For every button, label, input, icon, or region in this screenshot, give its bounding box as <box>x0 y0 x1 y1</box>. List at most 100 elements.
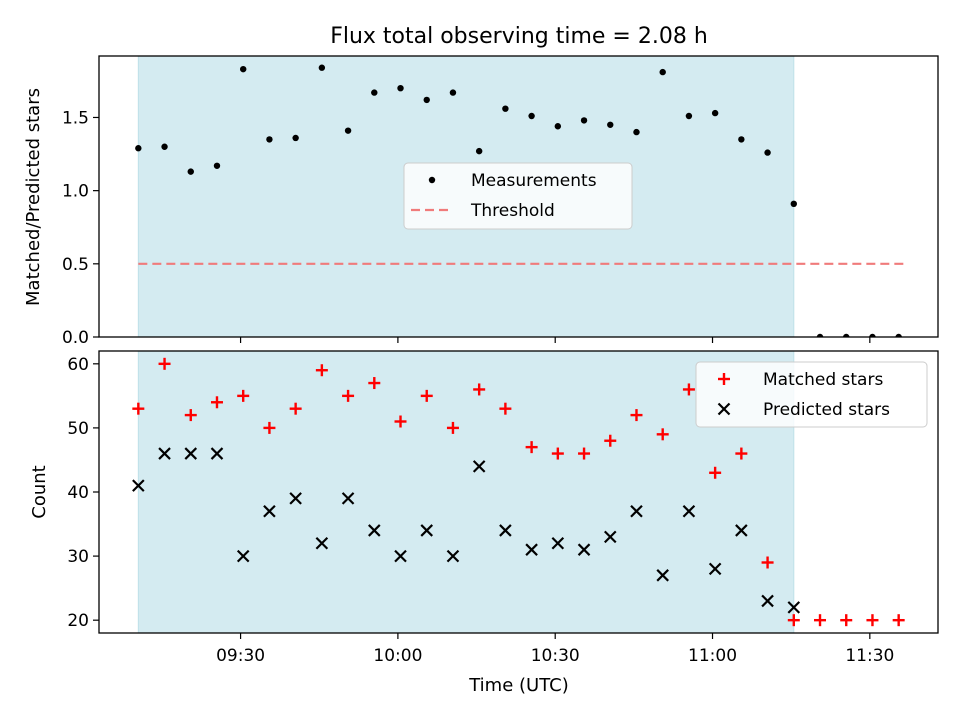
x-marker-b <box>577 543 591 556</box>
predicted-star-point <box>735 524 748 537</box>
matched-star-point <box>263 421 276 434</box>
x-marker-b <box>630 504 643 518</box>
x-tick-label: 11:00 <box>688 646 737 666</box>
legend: Measurements Threshold <box>403 162 633 230</box>
matched-star-point <box>446 421 459 434</box>
predicted-star-point <box>132 479 145 492</box>
measurement-point <box>764 149 771 156</box>
y-tick-label: 20 <box>67 611 89 631</box>
matched-star-point <box>840 614 853 627</box>
legend-box <box>695 361 928 428</box>
predicted-star-point <box>210 447 224 460</box>
legend-dot-marker <box>428 176 436 184</box>
matched-star-point <box>630 409 643 422</box>
predicted-star-point <box>289 492 302 505</box>
x-marker-b <box>499 524 512 537</box>
measurement-point <box>318 64 326 71</box>
matched-star-point <box>814 614 827 627</box>
x-tick-label: 09:30 <box>216 646 265 666</box>
predicted-star-point <box>551 536 565 550</box>
predicted-star-point <box>368 524 381 537</box>
measurement-point <box>240 65 247 73</box>
legend-label: Threshold <box>470 201 555 221</box>
predicted-star-point <box>708 562 722 576</box>
x-marker-b <box>184 447 198 460</box>
legend-x-marker-b <box>717 402 731 416</box>
y-axis-label-ratio: Matched/Predicted stars <box>23 88 44 306</box>
matched-star-point <box>761 556 774 569</box>
legend: Matched stars Predicted stars <box>695 361 928 428</box>
matched-star-point <box>499 402 512 415</box>
measurement-point <box>843 333 850 337</box>
y-tick-label: 1.0 <box>62 182 89 202</box>
measurement-point <box>895 333 902 337</box>
predicted-star-point <box>236 549 250 563</box>
x-marker-b <box>236 549 250 563</box>
predicted-star-point <box>472 460 486 473</box>
matched-star-point <box>342 389 355 402</box>
x-marker-b <box>158 447 171 460</box>
matched-star-point <box>709 466 722 479</box>
y-tick-label: 50 <box>67 419 89 439</box>
x-marker-b <box>472 460 486 473</box>
x-marker-b <box>787 601 801 614</box>
legend-label: Predicted stars <box>763 400 890 420</box>
measurement-point <box>187 168 194 175</box>
matched-star-point <box>315 364 328 377</box>
predicted-star-point <box>761 594 774 608</box>
x-marker-b <box>368 524 381 537</box>
measurement-point <box>528 112 535 120</box>
measurement-point <box>371 89 378 96</box>
x-marker-b <box>735 524 748 537</box>
matched-star-point <box>394 415 407 428</box>
x-tick-label: 10:30 <box>531 646 580 666</box>
matched-star-point <box>551 447 564 460</box>
x-marker-b <box>603 530 617 544</box>
measurement-point <box>607 121 614 128</box>
x-marker-b <box>708 562 722 576</box>
x-axis-label: Time (UTC) <box>468 675 569 696</box>
matched-star-point <box>420 389 433 402</box>
x-marker-b <box>420 524 434 537</box>
matched-star-point <box>237 389 250 402</box>
predicted-star-point <box>499 524 512 537</box>
x-marker-b <box>446 549 460 563</box>
x-tick-label: 10:00 <box>373 646 422 666</box>
count-panel: 20 30 40 50 60 09:30 10:00 10:30 11:00 11:30 Match… <box>67 350 939 666</box>
x-marker-b <box>263 504 276 518</box>
measurement-point <box>738 136 745 143</box>
measurement-point <box>475 147 483 155</box>
measurement-point <box>344 127 352 134</box>
matched-star-point <box>368 377 381 390</box>
series-markers <box>135 64 902 337</box>
matched-star-point <box>735 447 748 460</box>
y-tick-label: 0.0 <box>62 328 89 348</box>
matched-star-point <box>604 434 617 447</box>
y-tick-label: 60 <box>67 355 89 375</box>
y-tick-label: 1.5 <box>62 108 89 128</box>
x-marker-b <box>394 549 407 563</box>
x-marker-b <box>656 569 669 582</box>
predicted-star-point <box>158 447 171 460</box>
measurement-point <box>554 123 562 130</box>
x-tick-label: 11:30 <box>845 646 894 666</box>
predicted-star-point <box>525 543 538 556</box>
matched-star-point <box>578 447 591 460</box>
measurement-point <box>397 84 404 92</box>
predicted-star-point <box>603 530 617 544</box>
predicted-star-point <box>630 504 643 518</box>
measurement-point <box>266 136 273 143</box>
plot-layer: 0.0 0.5 1.0 1.5 Measurements Threshold 20 30 40 5… <box>62 55 939 666</box>
measurement-point <box>633 128 640 136</box>
x-marker-b <box>761 594 774 608</box>
measurement-point <box>685 112 693 120</box>
matched-star-point <box>132 402 145 415</box>
predicted-star-point <box>341 492 355 505</box>
predicted-star-point <box>184 447 198 460</box>
legend-box <box>403 162 633 230</box>
x-marker-b <box>289 492 302 505</box>
chart-title: Flux total observing time = 2.08 h <box>330 24 708 49</box>
axes-frame <box>98 55 939 338</box>
